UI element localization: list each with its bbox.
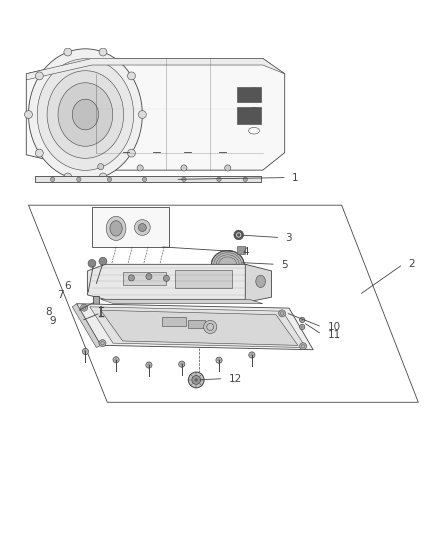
- Circle shape: [35, 72, 43, 80]
- Circle shape: [127, 149, 135, 157]
- Text: 6: 6: [64, 281, 71, 291]
- Circle shape: [77, 177, 81, 182]
- Ellipse shape: [37, 59, 134, 171]
- Text: 2: 2: [408, 260, 415, 269]
- FancyBboxPatch shape: [237, 246, 245, 254]
- Circle shape: [225, 165, 231, 171]
- Circle shape: [179, 361, 185, 367]
- Ellipse shape: [47, 71, 124, 158]
- Circle shape: [243, 177, 247, 182]
- Circle shape: [88, 260, 96, 268]
- Circle shape: [146, 273, 152, 280]
- Circle shape: [81, 304, 88, 311]
- Ellipse shape: [256, 275, 265, 287]
- FancyBboxPatch shape: [162, 317, 186, 326]
- Ellipse shape: [58, 83, 113, 146]
- Polygon shape: [88, 264, 263, 300]
- Ellipse shape: [110, 221, 122, 236]
- Circle shape: [98, 164, 104, 169]
- Circle shape: [234, 230, 244, 240]
- Circle shape: [137, 165, 143, 171]
- FancyBboxPatch shape: [237, 107, 261, 124]
- Text: 1: 1: [292, 173, 299, 183]
- Circle shape: [99, 257, 107, 265]
- Circle shape: [249, 352, 255, 358]
- Circle shape: [64, 173, 72, 181]
- Text: 3: 3: [286, 233, 292, 243]
- Circle shape: [192, 376, 201, 384]
- Text: 5: 5: [282, 260, 288, 270]
- FancyBboxPatch shape: [92, 207, 169, 247]
- Circle shape: [107, 177, 112, 182]
- Text: 4: 4: [242, 247, 249, 257]
- FancyBboxPatch shape: [237, 87, 261, 102]
- Circle shape: [138, 223, 146, 231]
- Text: 8: 8: [45, 306, 52, 317]
- Circle shape: [142, 177, 147, 182]
- Circle shape: [35, 149, 43, 157]
- FancyBboxPatch shape: [123, 272, 166, 285]
- Circle shape: [99, 173, 107, 181]
- Polygon shape: [101, 300, 263, 304]
- Polygon shape: [26, 59, 285, 170]
- Circle shape: [300, 343, 307, 350]
- Text: 10: 10: [328, 322, 341, 333]
- Circle shape: [194, 378, 198, 382]
- Circle shape: [163, 275, 170, 281]
- Circle shape: [300, 324, 305, 329]
- Circle shape: [128, 275, 134, 281]
- FancyBboxPatch shape: [188, 320, 205, 328]
- Circle shape: [146, 362, 152, 368]
- Circle shape: [82, 349, 88, 354]
- Circle shape: [300, 317, 305, 322]
- Ellipse shape: [28, 49, 142, 180]
- Circle shape: [188, 372, 204, 388]
- Circle shape: [216, 357, 222, 364]
- Polygon shape: [26, 59, 285, 80]
- Polygon shape: [90, 307, 306, 348]
- Text: 12: 12: [229, 374, 242, 384]
- Circle shape: [182, 177, 186, 182]
- Circle shape: [50, 177, 55, 182]
- Ellipse shape: [106, 216, 126, 240]
- Polygon shape: [101, 310, 298, 345]
- Circle shape: [99, 340, 106, 346]
- Ellipse shape: [72, 99, 99, 130]
- Text: 11: 11: [328, 330, 341, 340]
- Polygon shape: [35, 176, 261, 182]
- Polygon shape: [245, 264, 272, 302]
- Polygon shape: [72, 304, 101, 348]
- Ellipse shape: [211, 251, 244, 279]
- FancyBboxPatch shape: [93, 296, 99, 307]
- Circle shape: [138, 110, 146, 118]
- Text: 7: 7: [57, 290, 64, 300]
- Circle shape: [134, 220, 150, 236]
- Text: 9: 9: [49, 316, 56, 326]
- Polygon shape: [77, 304, 313, 350]
- Circle shape: [217, 177, 221, 182]
- FancyBboxPatch shape: [175, 270, 232, 288]
- Circle shape: [127, 72, 135, 80]
- Circle shape: [279, 310, 286, 317]
- Circle shape: [64, 48, 72, 56]
- Circle shape: [25, 110, 32, 118]
- Circle shape: [204, 320, 217, 334]
- Circle shape: [181, 165, 187, 171]
- Circle shape: [99, 48, 107, 56]
- Circle shape: [113, 357, 119, 363]
